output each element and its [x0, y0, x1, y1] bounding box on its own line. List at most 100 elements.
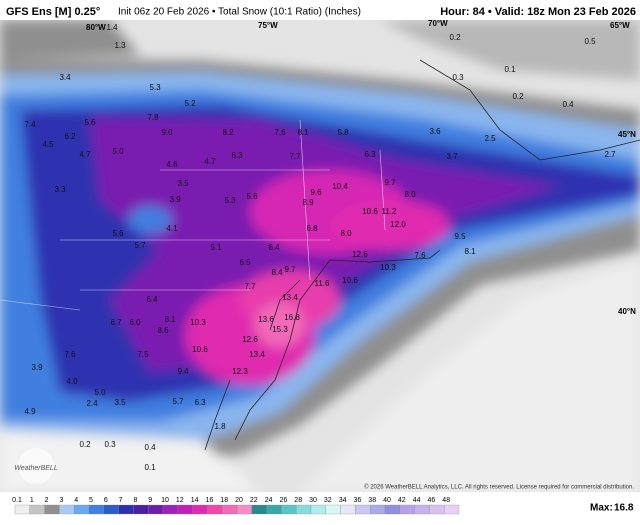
snow-amount: 4.7 [204, 157, 216, 166]
logo-badge [18, 448, 54, 484]
snow-amount: 2.5 [484, 134, 496, 143]
snow-amount: 0.3 [104, 440, 116, 449]
snow-amount: 7.6 [414, 251, 426, 260]
snow-amount: 6.5 [239, 258, 251, 267]
legend-swatch [340, 504, 356, 515]
legend-swatch [414, 504, 430, 515]
legend-tick-label: 10 [161, 497, 169, 504]
legend-tick-label: 20 [235, 497, 243, 504]
snow-amount: 3.5 [114, 398, 126, 407]
legend-tick-label: 36 [354, 497, 362, 504]
snow-amount: 0.1 [144, 463, 156, 472]
legend-tick-label: 1 [30, 497, 34, 504]
legend-swatch [251, 504, 267, 515]
legend-tick-label: 8 [133, 497, 137, 504]
snow-amount: 13.4 [282, 293, 298, 302]
snow-amount: 13.4 [249, 350, 265, 359]
legend-tick-label: 3 [59, 497, 63, 504]
snow-amount: 7.7 [244, 282, 256, 291]
snow-amount: 5.7 [134, 241, 146, 250]
snow-amount: 4.6 [166, 160, 178, 169]
snow-amount: 5.1 [210, 243, 222, 252]
legend-swatch [74, 504, 90, 515]
legend-tick-label: 32 [324, 497, 332, 504]
snow-amount: 5.3 [224, 196, 236, 205]
legend-swatch [399, 504, 415, 515]
legend-tick-label: 24 [265, 497, 273, 504]
band [0, 430, 260, 492]
snow-amount: 12.3 [232, 367, 248, 376]
legend-tick-label: 7 [119, 497, 123, 504]
legend-swatch [59, 504, 75, 515]
snow-amount: 0.5 [584, 37, 596, 46]
snow-amount: 7.6 [274, 128, 286, 137]
snow-amount: 0.2 [512, 92, 524, 101]
legend-swatch [444, 504, 460, 515]
legend-tick-label: 5 [89, 497, 93, 504]
legend-tick-label: 48 [442, 497, 450, 504]
snow-amount: 4.0 [66, 377, 78, 386]
snow-amount: 6.3 [364, 150, 376, 159]
legend-tick-label: 16 [206, 497, 214, 504]
snow-amount: 3.7 [446, 152, 458, 161]
snow-amount: 0.4 [562, 100, 574, 109]
snow-amount: 2.7 [604, 150, 616, 159]
snow-amount: 6.4 [268, 243, 280, 252]
snow-amount: 10.6 [342, 276, 358, 285]
legend-swatch [29, 504, 45, 515]
snow-amount: 6.3 [194, 398, 206, 407]
snow-labels: 1.4 1.3 3.4 5.3 5.2 7.8 7.4 5.6 6.2 9.0 8.2 7.6 8.1 5… [24, 23, 616, 472]
snow-amount: 4.1 [166, 224, 178, 233]
legend-swatch [44, 504, 60, 515]
snow-amount: 7.8 [147, 113, 159, 122]
legend-swatch [370, 504, 386, 515]
legend-swatch [310, 504, 326, 515]
snow-amount: 8.6 [157, 326, 169, 335]
legend-tick-label: 38 [368, 497, 376, 504]
snow-amount: 4.7 [79, 150, 91, 159]
legend-tick-label: 9 [148, 497, 152, 504]
band [380, 20, 640, 80]
snow-amount: 5.7 [172, 397, 184, 406]
legend-swatch [429, 504, 445, 515]
legend-swatch [192, 504, 208, 515]
snow-amount: 0.3 [452, 73, 464, 82]
title: GFS Ens [M] 0.25° [6, 6, 100, 18]
snow-amount: 10.6 [362, 207, 378, 216]
snow-amount: 4.9 [24, 407, 36, 416]
legend-swatch [148, 504, 164, 515]
snow-amount: 7.7 [289, 152, 301, 161]
legend-swatch [162, 504, 178, 515]
band [0, 20, 140, 60]
snow-amount: 8.1 [464, 247, 476, 256]
snow-amount: 6.8 [306, 224, 318, 233]
coast [419, 59, 640, 161]
legend-swatch [355, 504, 371, 515]
graticule-label: 75°W [258, 21, 278, 30]
snow-amount: 7.4 [24, 120, 36, 129]
band [330, 200, 450, 250]
boundary [0, 119, 386, 311]
legend-tick-label: 14 [191, 497, 199, 504]
legend: 0.1 1 2 3 4 5 6 7 8 9 10 12 14 16 18 20 22 24 26 28 30 32 34 36… [12, 497, 460, 515]
legend-tick-label: 42 [398, 497, 406, 504]
snow-amount: 3.9 [31, 363, 43, 372]
legend-swatch [14, 504, 30, 515]
snow-amount: 10.4 [332, 182, 348, 191]
snow-amount: 16.8 [284, 313, 300, 322]
snow-amount: 10.6 [192, 345, 208, 354]
snow-amount: 11.6 [315, 279, 331, 288]
legend-tick-label: 46 [428, 497, 436, 504]
legend-tick-label: 0.1 [12, 497, 22, 504]
snow-amount: 5.6 [84, 118, 96, 127]
snow-amount: 8.0 [340, 229, 352, 238]
snow-amount: 1.8 [214, 422, 226, 431]
legend-swatch [118, 504, 134, 515]
band [300, 260, 640, 492]
snow-amount: 4.5 [42, 140, 54, 149]
snow-amount: 10.3 [190, 318, 206, 327]
snow-amount: 6.4 [146, 295, 158, 304]
snow-amount: 5.6 [112, 229, 124, 238]
graticule-label: 45°N [618, 130, 636, 139]
